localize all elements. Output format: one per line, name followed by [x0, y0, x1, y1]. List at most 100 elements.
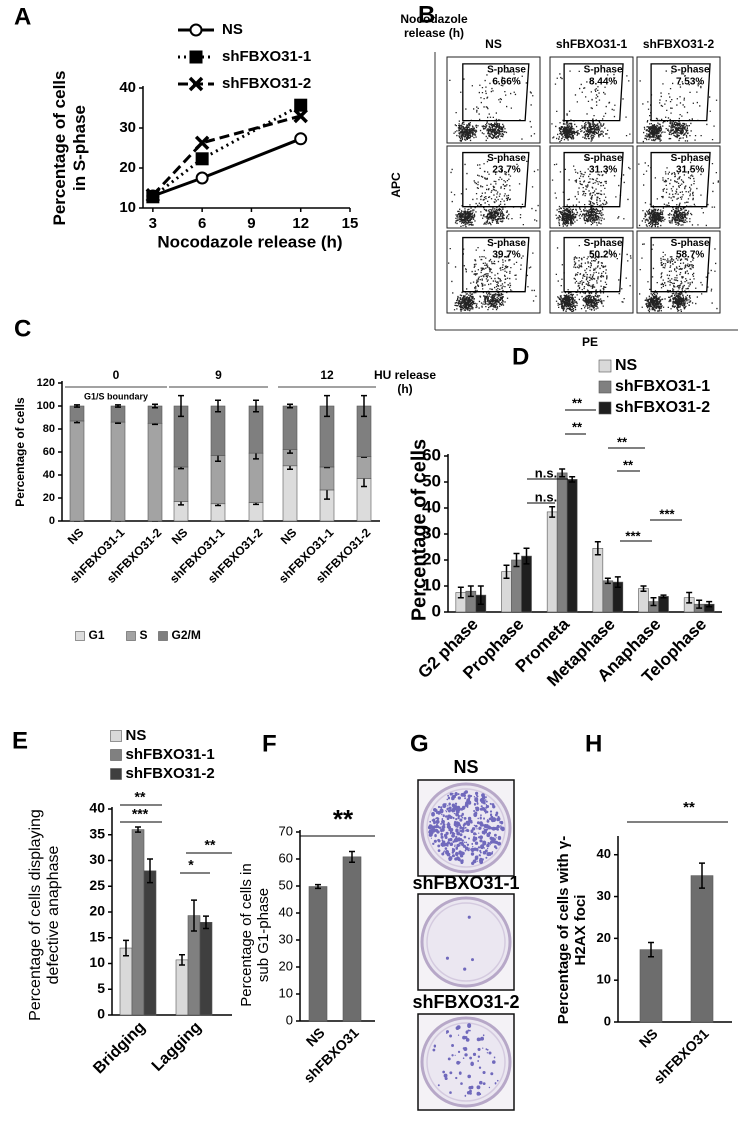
significance-label: ** [623, 457, 634, 472]
bar [556, 472, 568, 613]
marker [145, 187, 161, 203]
legend-marker [188, 76, 204, 92]
flow-gate-label: S-phase [584, 153, 623, 164]
y-tick-label: 35 [89, 825, 105, 841]
error-bar [179, 953, 185, 966]
legend-swatch [75, 631, 85, 641]
y-tick-label: 50 [279, 877, 293, 892]
flow-gate-percent: 50.2% [589, 249, 617, 260]
error-bar [315, 883, 321, 890]
significance-label: ** [572, 419, 583, 434]
significance-label: ** [572, 395, 583, 410]
y-tick-label: 60 [43, 446, 55, 458]
flow-gate [563, 151, 624, 208]
flow-gate-percent: 8.44% [589, 77, 617, 88]
flow-gate [650, 236, 711, 293]
y-axis-label: Percentage of cells [408, 438, 431, 622]
bar [69, 405, 85, 422]
significance-label: n.s. [535, 465, 557, 480]
bar [546, 511, 558, 613]
error-bar [650, 596, 657, 607]
flow-gate-label: S-phase [584, 65, 623, 76]
series-line [151, 114, 302, 197]
flow-gate [563, 236, 624, 293]
y-tick-label: 10 [119, 199, 136, 216]
x-tick-label: NS [636, 1025, 661, 1050]
error-bar [147, 858, 153, 884]
error-bar [648, 941, 654, 958]
y-tick-label: 20 [43, 492, 55, 504]
error-bar [115, 404, 121, 408]
flow-gate-label: S-phase [487, 65, 526, 76]
y-axis-label: Percentage of cells with γ-H2AX foci [555, 835, 589, 1025]
panel-letter: D [512, 343, 529, 370]
flow-gate [462, 151, 530, 208]
plate-label: shFBXO31-2 [412, 992, 519, 1012]
y-tick-label: 30 [422, 523, 441, 542]
y-tick-label: 70 [279, 823, 293, 838]
bar [131, 829, 145, 1016]
error-bar [191, 899, 197, 932]
bar [199, 921, 213, 1016]
error-bar [686, 591, 693, 604]
error-bar [523, 547, 530, 565]
y-tick-label: 0 [49, 515, 55, 527]
bar [690, 875, 714, 1023]
y-tick-label: 20 [279, 958, 293, 973]
significance-label: ** [205, 837, 216, 853]
error-bar [253, 399, 259, 413]
legend-swatch [598, 401, 612, 415]
flow-column-header: shFBXO31-1 [556, 37, 628, 51]
panel-letter: F [262, 730, 277, 757]
y-tick-label: 20 [89, 903, 105, 919]
error-bar [123, 939, 129, 957]
flow-gate-label: S-phase [487, 238, 526, 249]
y-tick-label: 40 [89, 800, 105, 816]
error-bar [549, 505, 556, 518]
significance-label: ** [333, 804, 354, 834]
flow-gate-label: S-phase [671, 65, 710, 76]
bar [511, 559, 522, 613]
marker [294, 132, 308, 146]
significance-label: * [188, 857, 194, 873]
flow-gate-label: S-phase [487, 153, 526, 164]
group-note: G1/S boundary [84, 391, 148, 401]
bar [308, 886, 328, 1022]
bar [282, 465, 298, 522]
flow-gate-percent: 31.3% [589, 164, 617, 175]
y-tick-label: 0 [432, 601, 441, 620]
x-tick-label: NS [65, 525, 87, 547]
bar [639, 949, 663, 1023]
y-tick-label: 30 [89, 851, 105, 867]
y-tick-label: 60 [422, 445, 441, 464]
legend-label: shFBXO31-2 [222, 75, 311, 92]
flow-events [448, 244, 537, 312]
flow-gate-label: S-phase [671, 238, 710, 249]
bar [592, 547, 604, 613]
legend-swatch [598, 359, 612, 373]
error-bar [477, 585, 484, 605]
bar [119, 947, 133, 1016]
error-bar [135, 826, 141, 833]
legend-swatch [598, 380, 612, 394]
bar [147, 422, 163, 522]
x-tick-label: 3 [149, 215, 157, 232]
flow-gate [462, 236, 530, 293]
legend-swatch [110, 730, 122, 742]
plate-label: shFBXO31-1 [412, 873, 519, 893]
x-tick-label: Lagging [149, 1019, 205, 1075]
colonies [432, 1023, 499, 1097]
x-tick-label: NS [303, 1024, 328, 1049]
error-bar [361, 394, 367, 418]
bar [143, 870, 157, 1016]
marker [195, 152, 209, 166]
flow-gate-label: S-phase [671, 153, 710, 164]
bar [602, 580, 614, 613]
y-tick-label: 10 [422, 575, 441, 594]
y-tick-label: 30 [279, 931, 293, 946]
plate [420, 896, 512, 988]
y-axis-label: Percentage of cells in sub G1-phase [238, 863, 272, 1007]
error-bar [660, 594, 667, 599]
legend-label: shFBXO31-1 [126, 746, 215, 763]
